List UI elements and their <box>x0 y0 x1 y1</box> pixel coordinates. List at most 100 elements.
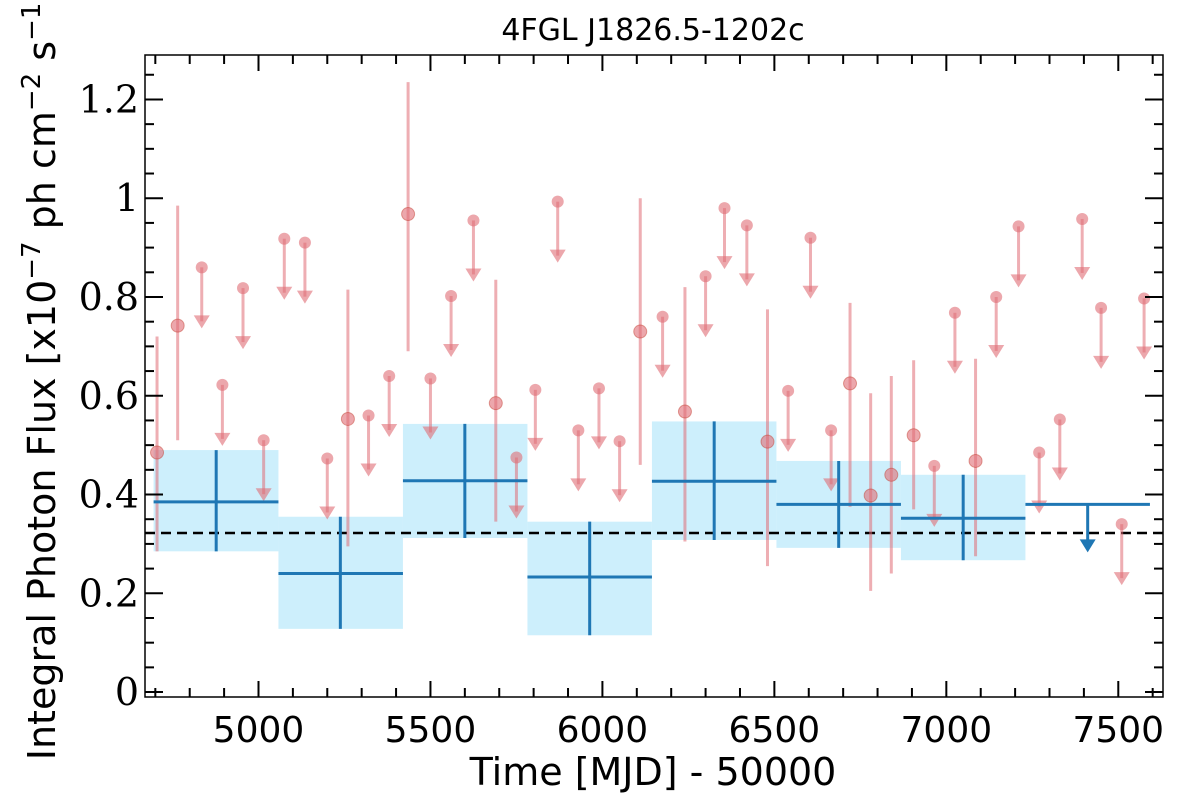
upper-limit-marker <box>1115 518 1128 531</box>
upper-limit-arrow <box>988 344 1005 358</box>
upper-limit-marker <box>1012 220 1025 233</box>
upper-limit-marker <box>928 459 941 472</box>
upper-limit-marker <box>613 435 626 448</box>
upper-limit-arrow <box>654 364 671 378</box>
x-axis-title: Time [MJD] - 50000 <box>469 750 837 794</box>
upper-limit-marker <box>804 231 817 244</box>
upper-limit-arrow <box>946 360 963 374</box>
point-marker <box>401 207 416 222</box>
x-tick-label: 6000 <box>557 710 649 751</box>
upper-limit-marker <box>445 289 458 302</box>
upper-limit-arrow <box>1093 355 1110 369</box>
upper-limit-marker <box>718 202 731 215</box>
upper-limit-marker <box>467 214 480 227</box>
x-tick-label: 5000 <box>213 710 305 751</box>
upper-limit-marker <box>572 424 585 437</box>
point-marker <box>906 428 921 443</box>
upper-limit-marker <box>278 232 291 245</box>
upper-limit-arrow <box>465 268 482 282</box>
point-marker <box>760 434 775 449</box>
upper-limit-marker <box>424 372 437 385</box>
upper-limit-arrow <box>276 286 293 300</box>
upper-limit-arrow <box>590 436 607 450</box>
upper-limit-arrow <box>1031 500 1048 514</box>
plot-frame <box>144 54 1164 698</box>
upper-limit-marker <box>216 378 229 391</box>
upper-limit-arrow <box>570 478 587 492</box>
upper-limit-arrow <box>1074 266 1091 280</box>
upper-limit-marker <box>699 270 712 283</box>
upper-limit-arrow <box>214 432 231 446</box>
upper-limit-marker <box>195 261 208 274</box>
upper-limit-arrow <box>360 463 377 477</box>
upper-limit-arrow <box>823 478 840 492</box>
y-axis-title-main: Integral Photon Flux [x10 <box>20 280 64 761</box>
upper-limit-marker <box>782 384 795 397</box>
upper-limit-marker <box>1033 446 1046 459</box>
point-marker <box>677 404 692 419</box>
upper-limit-marker <box>551 195 564 208</box>
upper-limit-marker <box>740 219 753 232</box>
point-marker <box>863 488 878 503</box>
upper-limit-marker <box>592 382 605 395</box>
y-tick-label: 0.2 <box>79 571 139 615</box>
point-marker <box>843 376 858 391</box>
upper-limit-arrow <box>1113 572 1130 586</box>
point-marker <box>150 445 165 460</box>
upper-limit-arrow <box>1051 467 1068 481</box>
upper-limit-marker <box>257 434 270 447</box>
upper-limit-arrow <box>527 437 544 451</box>
upper-limit-arrow <box>319 506 336 520</box>
bin-upper-limit-arrow <box>1079 539 1096 553</box>
y-axis-title: Integral Photon Flux [x10−7 ph cm−2 s−1] <box>17 0 64 760</box>
point-marker <box>633 324 648 339</box>
upper-limit-arrow <box>611 489 628 503</box>
point-marker <box>884 467 899 482</box>
x-tick-label: 5500 <box>385 710 477 751</box>
upper-limit-marker <box>510 451 523 464</box>
y-axis-title-exp: −7 <box>17 241 47 279</box>
upper-limit-arrow <box>780 438 797 452</box>
upper-limit-arrow <box>508 505 525 519</box>
upper-limit-marker <box>1095 301 1108 314</box>
upper-limit-arrow <box>443 343 460 357</box>
upper-limit-arrow <box>296 290 313 304</box>
upper-limit-marker <box>362 409 375 422</box>
upper-limit-marker <box>1138 292 1151 305</box>
y-tick-label: 0.4 <box>79 473 139 517</box>
axes: 5000 5500 6000 6500 7000 7500 0 0.2 0.4 0.6 0.8 1 1.… <box>79 54 1164 751</box>
y-tick-label: 1 <box>115 176 139 220</box>
upper-limit-marker <box>529 383 542 396</box>
upper-limit-arrow <box>1010 274 1027 288</box>
upper-limit-arrow <box>716 256 733 270</box>
point-marker <box>340 411 355 426</box>
upper-limit-arrow <box>422 426 439 440</box>
upper-limit-arrow <box>697 324 714 338</box>
point-marker <box>488 396 503 411</box>
upper-limit-arrow <box>738 273 755 287</box>
upper-limit-marker <box>298 236 311 249</box>
upper-limit-marker <box>237 282 250 295</box>
upper-limit-marker <box>1053 413 1066 426</box>
upper-limit-arrow <box>235 336 252 350</box>
upper-limit-marker <box>1076 212 1089 225</box>
y-axis-title-mid2: s <box>20 41 64 73</box>
point-marker <box>170 318 185 333</box>
x-tick-label: 6500 <box>729 710 821 751</box>
upper-limit-arrow <box>255 488 272 502</box>
upper-limit-arrow <box>381 424 398 437</box>
plot-area <box>145 82 1163 636</box>
upper-limit-arrow <box>1136 346 1153 360</box>
y-axis-title-exp2: −2 <box>17 73 47 111</box>
chart-title: 4FGL J1826.5-1202c <box>501 13 804 48</box>
upper-limit-marker <box>990 290 1003 303</box>
y-tick-label: 1.2 <box>79 77 139 121</box>
y-tick-label: 0.8 <box>79 275 139 319</box>
upper-limit-arrow <box>193 315 210 329</box>
upper-limit-arrow <box>802 285 819 299</box>
upper-limit-marker <box>383 370 396 382</box>
y-tick-label: 0 <box>115 670 139 714</box>
x-tick-label: 7500 <box>1072 710 1164 751</box>
x-tick-label: 7000 <box>901 710 993 751</box>
